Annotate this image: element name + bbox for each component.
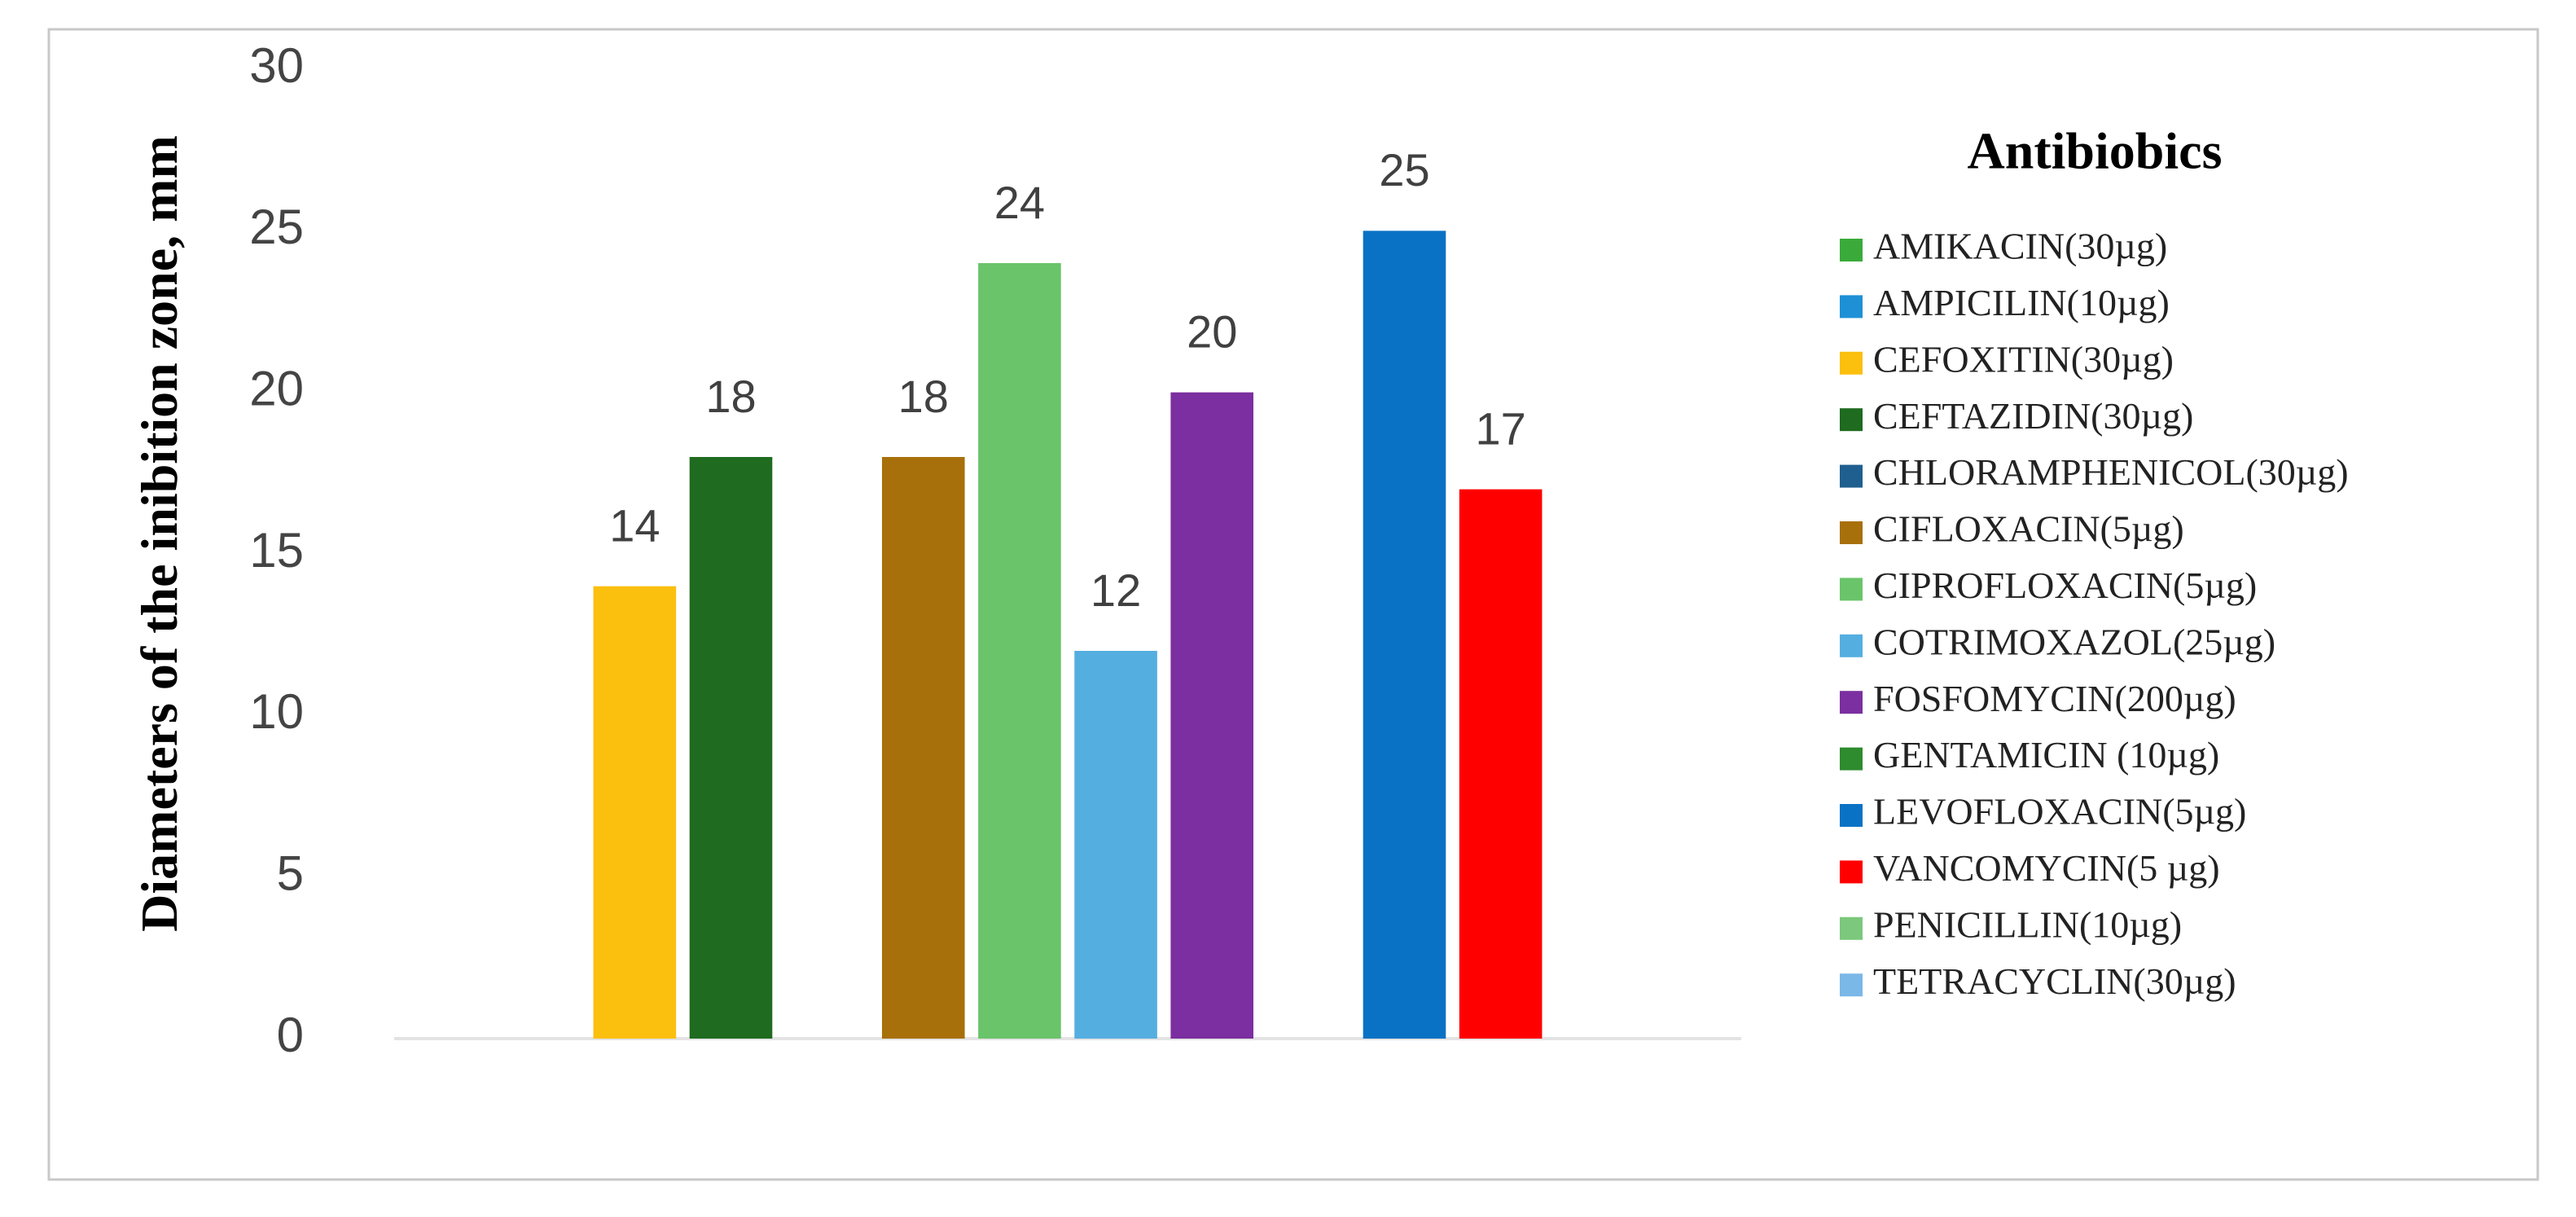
- legend-label: FOSFOMYCIN(200µg): [1873, 678, 2236, 719]
- bar: [1074, 651, 1157, 1039]
- legend-label: AMPICILIN(10µg): [1873, 282, 2170, 323]
- legend-label: TETRACYCLIN(30µg): [1873, 960, 2236, 1002]
- y-axis-label: Diameters of the inibition zone, mm: [129, 135, 188, 932]
- legend-label: CIFLOXACIN(5µg): [1873, 508, 2184, 550]
- bar: [978, 263, 1061, 1039]
- data-label: 17: [1475, 402, 1525, 454]
- y-tick-label: 15: [249, 523, 304, 578]
- legend-label: COTRIMOXAZOL(25µg): [1873, 621, 2275, 662]
- legend-swatch: [1840, 804, 1863, 827]
- bar: [689, 457, 773, 1039]
- legend-label: AMIKACIN(30µg): [1873, 226, 2167, 267]
- legend-swatch: [1840, 521, 1863, 544]
- legend-swatch: [1840, 295, 1863, 319]
- legend-label: PENICILLIN(10µg): [1873, 903, 2182, 945]
- legend-label: CEFTAZIDIN(30µg): [1873, 395, 2193, 437]
- bar: [881, 457, 965, 1039]
- bar: [1170, 392, 1254, 1039]
- legend-swatch: [1840, 351, 1863, 375]
- y-tick-label: 10: [249, 684, 304, 739]
- chart-frame: [47, 28, 2539, 1181]
- data-label: 24: [994, 177, 1045, 228]
- bar: [1459, 489, 1543, 1039]
- bar: [1363, 231, 1446, 1039]
- y-tick-label: 20: [249, 362, 304, 416]
- data-label: 18: [898, 371, 949, 422]
- y-tick-label: 25: [249, 200, 304, 254]
- legend-swatch: [1840, 239, 1863, 261]
- legend-swatch: [1840, 860, 1863, 884]
- data-label: 25: [1379, 144, 1429, 196]
- data-label: 14: [609, 499, 660, 551]
- legend-swatch: [1840, 408, 1863, 432]
- legend-swatch: [1840, 691, 1863, 714]
- legend-swatch: [1840, 973, 1863, 997]
- legend-swatch: [1840, 634, 1863, 657]
- legend-title: Antibiobics: [1968, 122, 2223, 180]
- legend-swatch: [1840, 464, 1863, 488]
- legend-label: GENTAMICIN (10µg): [1873, 734, 2219, 775]
- bar: [593, 586, 677, 1039]
- legend-swatch: [1840, 747, 1863, 771]
- legend-label: LEVOFLOXACIN(5µg): [1873, 791, 2246, 833]
- legend-label: CIPROFLOXACIN(5µg): [1873, 565, 2257, 606]
- data-label: 12: [1091, 565, 1141, 616]
- y-tick-label: 0: [277, 1008, 304, 1062]
- legend-label: VANCOMYCIN(5 µg): [1873, 847, 2220, 889]
- legend-swatch: [1840, 578, 1863, 601]
- y-tick-label: 30: [249, 38, 304, 93]
- data-label: 18: [705, 371, 756, 422]
- legend-swatch: [1840, 916, 1863, 940]
- legend-label: CHLORAMPHENICOL(30µg): [1873, 451, 2349, 493]
- data-label: 20: [1187, 305, 1237, 357]
- legend-label: CEFOXITIN(30µg): [1873, 338, 2174, 380]
- y-tick-label: 5: [277, 846, 304, 901]
